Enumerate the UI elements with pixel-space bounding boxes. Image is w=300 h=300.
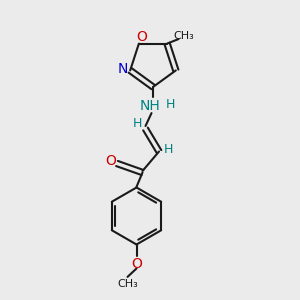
Text: CH₃: CH₃	[117, 279, 138, 290]
Text: O: O	[136, 30, 147, 44]
Text: O: O	[131, 257, 142, 271]
Text: O: O	[105, 154, 116, 168]
Text: N: N	[118, 62, 128, 76]
Text: H: H	[165, 98, 175, 111]
Text: CH₃: CH₃	[173, 31, 194, 41]
Text: NH: NH	[140, 100, 160, 113]
Text: H: H	[132, 117, 142, 130]
Text: H: H	[164, 142, 173, 156]
